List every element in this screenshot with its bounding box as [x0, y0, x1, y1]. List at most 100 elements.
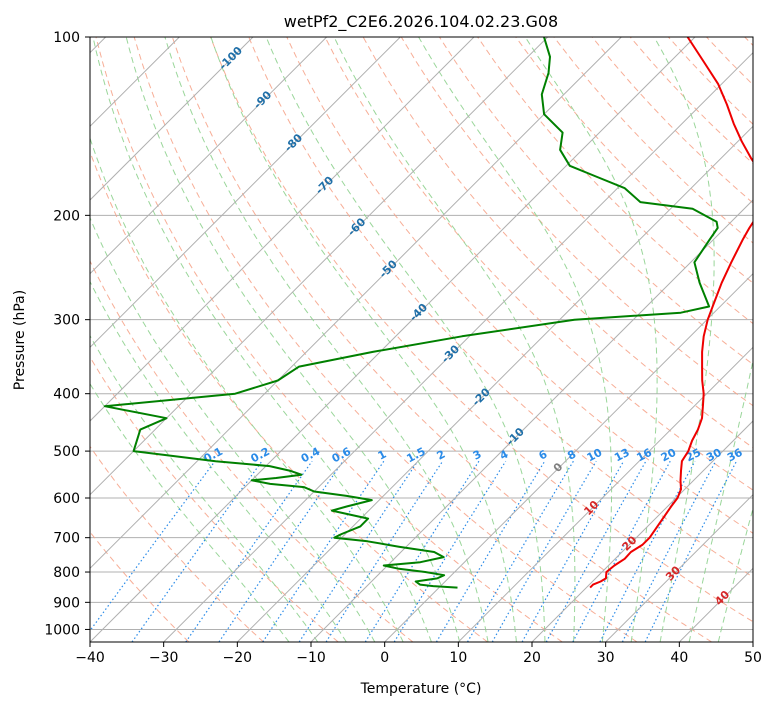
mixing-ratio-line [545, 460, 647, 642]
isotherm-label: -20 [470, 385, 493, 408]
y-tick-label: 700 [53, 531, 80, 547]
x-axis-label: Temperature (°C) [360, 681, 482, 697]
moist-adiabat-line [90, 216, 376, 642]
isotherm-label: 40 [712, 588, 732, 608]
dry-adiabat-line [248, 37, 753, 578]
x-tick-label: −20 [223, 650, 253, 666]
mixing-ratio-label: 36 [725, 446, 745, 465]
dewpoint-trace [103, 37, 719, 589]
isotherm-line [90, 37, 328, 275]
isotherm-line [90, 37, 475, 422]
isotherm-line [90, 37, 549, 496]
moist-adiabat-line [164, 37, 489, 642]
dry-adiabat-line [95, 37, 563, 642]
mixing-ratio-label: 13 [612, 446, 632, 465]
y-axis-ticks: 1000 900 800 700 600 500 400 300 200 100 [44, 30, 90, 638]
x-tick-label: −40 [75, 650, 105, 666]
y-tick-label: 600 [53, 491, 80, 507]
dry-adiabat-line [133, 37, 638, 642]
isotherm-line [531, 420, 753, 642]
moist-adiabat-line [333, 37, 576, 642]
isotherm-label: 20 [619, 533, 639, 553]
isotherm-line [384, 272, 753, 642]
y-tick-label: 200 [53, 208, 80, 224]
isotherm-label: 10 [581, 498, 601, 518]
isotherm-line [90, 37, 696, 642]
y-tick-label: 900 [53, 595, 80, 611]
y-tick-label: 300 [53, 313, 80, 329]
moist-adiabat-line [524, 37, 658, 642]
moist-adiabat-line [688, 358, 753, 642]
dry-adiabat-line [706, 37, 753, 86]
isotherm-label: -70 [313, 174, 336, 197]
moist-adiabats [90, 37, 753, 642]
y-tick-label: 1000 [44, 622, 80, 638]
dry-adiabat-line [591, 37, 753, 204]
dry-adiabat-line [515, 37, 753, 284]
x-tick-label: 30 [597, 650, 615, 666]
y-tick-label: 100 [53, 30, 80, 46]
isotherm-line [90, 37, 254, 201]
moist-adiabat-line [653, 37, 715, 642]
moist-adiabat-line [90, 280, 347, 642]
isotherm-label: -60 [345, 215, 368, 238]
x-tick-label: 40 [670, 650, 688, 666]
x-axis-ticks: −40 −30 −20 −10 0 10 20 30 40 50 [75, 642, 762, 666]
y-axis-label: Pressure (hPa) [12, 290, 28, 390]
mixing-ratio-line [621, 460, 717, 642]
mixing-ratio-line [298, 460, 419, 642]
mixing-ratio-line [325, 460, 444, 642]
dry-adiabat-line [90, 445, 264, 642]
moist-adiabat-line [125, 37, 461, 642]
moist-adiabat-line [418, 37, 613, 642]
mixing-ratio-label: 3 [471, 448, 484, 463]
dry-adiabat-line [286, 37, 753, 534]
x-tick-label: 20 [523, 650, 541, 666]
moist-adiabat-line [717, 506, 753, 642]
mixing-ratio-label: 1.5 [404, 445, 427, 466]
mixing-ratio-label: 10 [585, 446, 605, 465]
dry-adiabat-line [171, 37, 712, 642]
moist-adiabat-line [90, 136, 404, 642]
moist-adiabat-line [265, 37, 546, 642]
grid-lines [90, 37, 753, 630]
isotherm-label: -40 [407, 301, 430, 324]
mixing-ratio-line [599, 460, 696, 642]
plot-frame [89, 36, 754, 643]
moist-adiabat-line [90, 334, 319, 642]
isotherm-line [236, 125, 753, 642]
mixing-ratio-label: 4 [498, 447, 511, 462]
mixing-ratio-line [521, 460, 625, 642]
isotherm-line [310, 199, 753, 642]
mixing-ratio-line [90, 460, 216, 632]
mixing-ratio-label: 6 [537, 447, 550, 462]
mixing-ratio-line [572, 460, 671, 642]
dry-adiabats [90, 37, 753, 642]
y-tick-label: 500 [53, 444, 80, 460]
dry-adiabat-line [324, 37, 753, 491]
isotherm-line [163, 51, 753, 642]
moist-adiabat-line [92, 37, 432, 642]
mixing-ratio-label: 16 [634, 446, 654, 465]
isotherm-label: 30 [663, 563, 683, 583]
mixing-ratio-label: 30 [704, 446, 724, 465]
isotherm-label: 0 [551, 460, 566, 475]
dry-adiabat-line [210, 37, 753, 623]
dry-adiabat-line [744, 37, 753, 47]
mixing-ratio-line [466, 460, 574, 642]
dry-adiabat-line [668, 37, 753, 125]
dry-adiabat-line [90, 259, 414, 642]
isotherm-label: -100 [216, 44, 245, 73]
x-tick-label: 0 [380, 650, 389, 666]
isotherm-line [90, 37, 401, 349]
skewed-isotherms [90, 37, 753, 642]
chart-title: wetPf2_C2E6.2026.104.02.23.G08 [284, 12, 558, 32]
isotherm-label: -90 [251, 88, 274, 111]
x-tick-label: −10 [296, 650, 326, 666]
temperature-trace [589, 37, 753, 589]
mixing-ratio-line [131, 460, 263, 642]
mixing-ratio-line [393, 460, 507, 642]
dry-adiabat-line [90, 531, 190, 642]
x-tick-label: −30 [149, 650, 179, 666]
